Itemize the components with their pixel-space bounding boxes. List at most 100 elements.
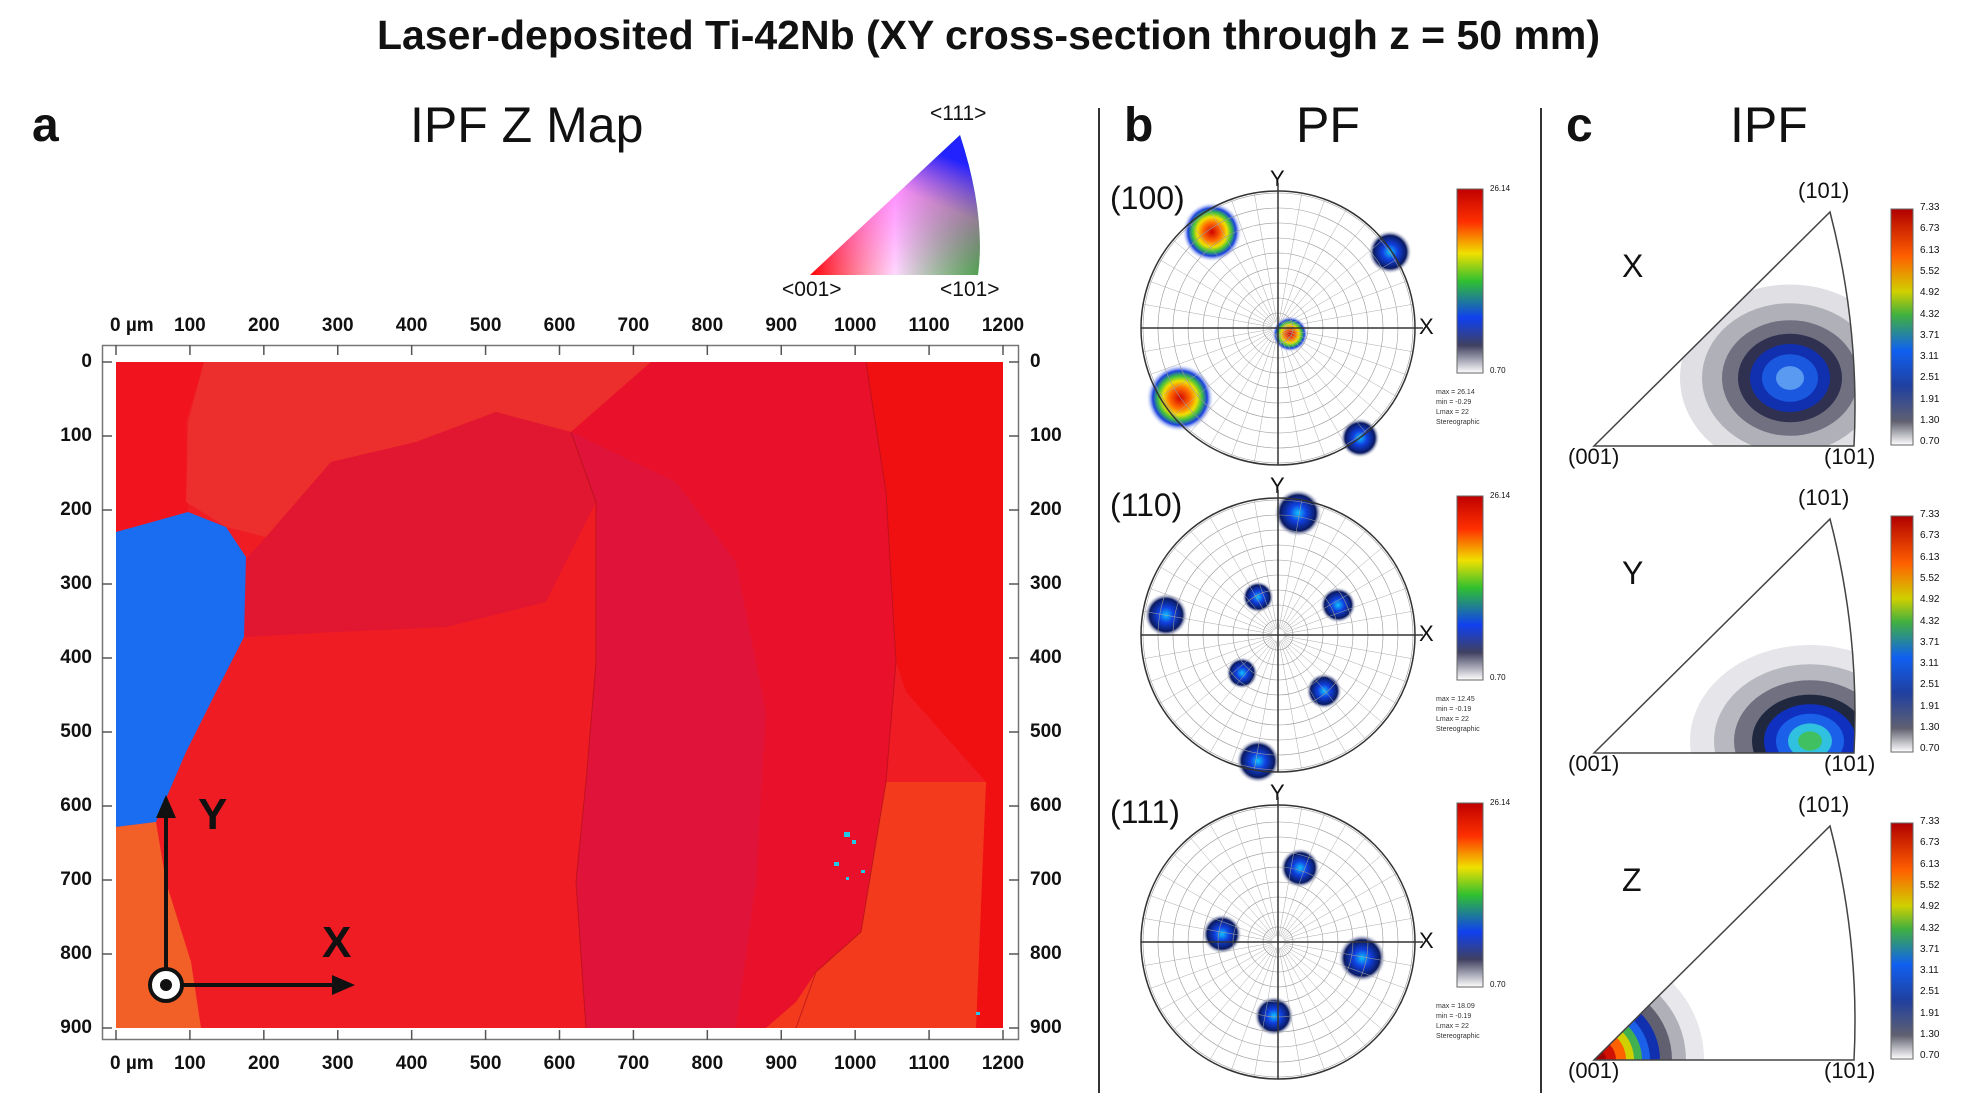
x-tick-label: 200 xyxy=(247,315,280,336)
panel-c-title: IPF xyxy=(1730,97,1808,153)
pole-figure xyxy=(1140,797,1423,1080)
ipf-right-label: (101) xyxy=(1824,751,1876,776)
grain xyxy=(766,782,986,1028)
y-tick-label: 800 xyxy=(1030,943,1062,964)
axis-arrows xyxy=(148,795,355,1003)
ipf-scale-label: 2.51 xyxy=(1920,986,1940,998)
panel-c-letter: c xyxy=(1566,99,1593,152)
x-tick-label: 700 xyxy=(617,1053,650,1074)
ipf-scale-label: 2.51 xyxy=(1920,679,1940,691)
y-tick-label: 300 xyxy=(60,573,92,594)
pole-figure xyxy=(1140,183,1423,466)
grain-blue xyxy=(116,512,246,827)
y-tick-label: 400 xyxy=(60,647,92,668)
pole-spot xyxy=(1254,996,1294,1036)
ipf-scale-label: 6.73 xyxy=(1920,223,1940,235)
x-tick-label: 300 xyxy=(321,1053,354,1074)
ipf-scale-label: 3.71 xyxy=(1920,636,1940,648)
pole-spot xyxy=(1242,581,1274,613)
grain xyxy=(571,432,766,1028)
ipf-scale-label: 5.52 xyxy=(1920,265,1940,277)
ipf-scale-label: 0.70 xyxy=(1920,743,1940,755)
panel-b-letter: b xyxy=(1124,99,1154,152)
ipf-scale-label: 7.33 xyxy=(1920,202,1940,213)
y-tick-label: 200 xyxy=(1030,499,1062,520)
panel-a-title: IPF Z Map xyxy=(410,97,644,153)
ipf-scale-label: 4.92 xyxy=(1920,901,1940,913)
x-tick-label: 600 xyxy=(543,1053,576,1074)
ipf-scale-label: 6.13 xyxy=(1920,551,1940,563)
ipf-top-label: (101) xyxy=(1798,485,1850,510)
inverse-pole-figure xyxy=(1592,824,1856,1061)
pf-stat: Stereographic xyxy=(1436,1033,1480,1040)
y-tick-label: 600 xyxy=(1030,795,1062,816)
x-tick-label: 500 xyxy=(469,315,502,336)
ipf-scale-label: 6.73 xyxy=(1920,530,1940,542)
y-tick-label: 0 xyxy=(81,351,92,372)
inverse-pole-figure xyxy=(1592,210,1856,447)
ipf-right-label: (101) xyxy=(1824,444,1876,469)
pf-stat: max = 12.45 xyxy=(1436,696,1475,703)
pole-spot xyxy=(1226,657,1258,689)
x-tick-label: 1100 xyxy=(908,315,950,336)
ipf-color-scale xyxy=(1890,822,1914,1060)
pole-spot xyxy=(1202,914,1242,954)
x-tick-label: 700 xyxy=(617,315,650,336)
key-label-111: <111> xyxy=(930,102,987,125)
ipf-direction-label: X xyxy=(1622,248,1644,284)
ipf-color-scale xyxy=(1890,515,1914,753)
ipf-z-map xyxy=(116,361,1003,1029)
key-label-101: <101> xyxy=(940,278,1000,301)
pf-stat: Lmax = 22 xyxy=(1436,409,1469,416)
y-tick-label: 500 xyxy=(1030,721,1062,742)
ipf-scale-label: 6.13 xyxy=(1920,858,1940,870)
x-tick-label: 500 xyxy=(469,1053,502,1074)
ipf-scale-label: 0.70 xyxy=(1920,436,1940,448)
ipf-left-label: (001) xyxy=(1568,1058,1620,1083)
pole-spot xyxy=(1338,934,1386,982)
x-tick-label: 1100 xyxy=(908,1053,950,1074)
y-tick-label: 900 xyxy=(1030,1017,1062,1038)
pole-spot xyxy=(1182,202,1242,262)
ipf-top-label: (101) xyxy=(1798,792,1850,817)
y-tick-label: 500 xyxy=(60,721,92,742)
x-tick-label: 100 xyxy=(174,315,206,336)
y-tick-label: 800 xyxy=(60,943,92,964)
pf-x-label: X xyxy=(1419,314,1434,339)
pf-x-label: X xyxy=(1419,928,1434,953)
grain xyxy=(866,362,1003,1028)
x-tick-label: 200 xyxy=(247,1053,280,1074)
ipf-scale-label: 0.70 xyxy=(1920,1050,1940,1062)
ipf-top-label: (101) xyxy=(1798,178,1850,203)
pf-color-scale xyxy=(1456,802,1484,988)
pf-scale-max: 26.14 xyxy=(1490,798,1511,807)
pole-spot xyxy=(1320,587,1356,623)
ipf-scale-label: 5.52 xyxy=(1920,572,1940,584)
pf-stat: max = 26.14 xyxy=(1436,389,1475,396)
map-axis-y-label: Y xyxy=(198,790,228,839)
pf-stat: max = 18.09 xyxy=(1436,1003,1475,1010)
pf-stat: min = -0.19 xyxy=(1436,706,1472,713)
x-tick-label: 100 xyxy=(174,1053,206,1074)
map-axis-x-label: X xyxy=(322,918,352,967)
x-tick-label: 1200 xyxy=(981,315,1025,336)
pf-scale-min: 0.70 xyxy=(1490,980,1506,989)
unit-label-top: 0 µm xyxy=(110,315,154,336)
ipf-direction-label: Z xyxy=(1622,862,1642,898)
y-tick-label: 600 xyxy=(60,795,92,816)
pf-stat: Lmax = 22 xyxy=(1436,1023,1469,1030)
x-tick-label: 1000 xyxy=(834,1053,877,1074)
ipf-scale-label: 6.73 xyxy=(1920,837,1940,849)
x-tick-label: 300 xyxy=(321,315,354,336)
map-frame-ticks xyxy=(101,344,1020,1041)
x-tick-label: 800 xyxy=(691,1053,724,1074)
ipf-direction-label: Y xyxy=(1622,555,1644,591)
ipf-scale-label: 3.71 xyxy=(1920,943,1940,955)
figure-title: Laser-deposited Ti-42Nb (XY cross-sectio… xyxy=(376,12,1601,58)
pf-scale-max: 26.14 xyxy=(1490,184,1511,193)
ipf-scale-label: 5.52 xyxy=(1920,879,1940,891)
ipf-scale-label: 4.92 xyxy=(1920,287,1940,299)
pf-stat: Lmax = 22 xyxy=(1436,716,1469,723)
x-tick-label: 900 xyxy=(765,315,798,336)
pf-stat: min = -0.19 xyxy=(1436,1013,1472,1020)
